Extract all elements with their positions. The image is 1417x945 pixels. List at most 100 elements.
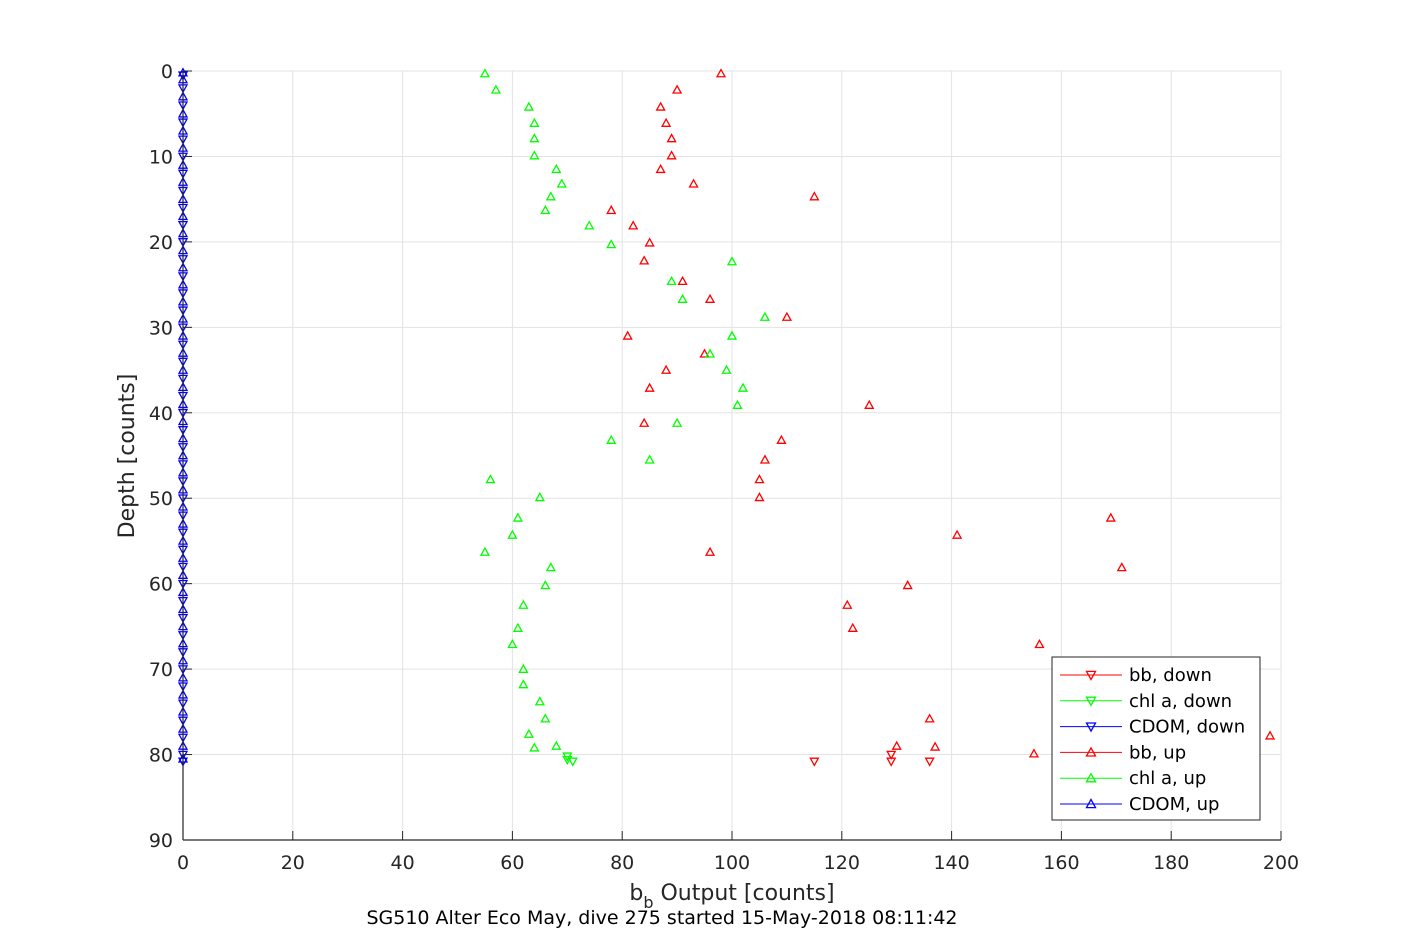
legend-marker	[1085, 670, 1097, 681]
legend-marker	[1085, 722, 1097, 733]
x-axis-label-subscript: b	[643, 893, 653, 912]
data-point	[556, 178, 567, 188]
y-tick-label: 0	[161, 61, 173, 83]
data-point	[606, 434, 617, 444]
data-point	[644, 382, 655, 392]
data-point	[924, 757, 935, 767]
data-point	[671, 417, 683, 427]
data-point	[891, 740, 902, 750]
data-point	[545, 562, 556, 572]
legend-marker	[1085, 798, 1097, 809]
data-point	[655, 101, 666, 111]
data-point	[704, 348, 716, 358]
data-point	[951, 529, 963, 539]
x-tick-label: 20	[281, 852, 305, 874]
data-point	[490, 84, 502, 94]
x-tick-label: 60	[500, 852, 524, 874]
legend-item: CDOM, up	[1060, 794, 1219, 815]
data-point	[847, 622, 858, 632]
legend-item: bb, up	[1060, 742, 1186, 763]
data-point	[666, 150, 677, 160]
data-point	[677, 293, 688, 303]
data-point	[540, 713, 551, 723]
data-point	[1116, 562, 1127, 572]
data-point	[677, 275, 688, 286]
legend-label: CDOM, down	[1129, 717, 1245, 738]
tick-labels: 0 20 40 60 80 100 120 140 160 180 200 0 10 20 30 40 50 60…	[149, 61, 1299, 874]
data-point	[540, 580, 551, 590]
y-tick-label: 60	[149, 574, 173, 596]
series-bb-up	[606, 68, 1276, 758]
data-point	[606, 204, 617, 215]
data-point	[507, 638, 518, 649]
data-point	[1264, 730, 1276, 740]
data-point	[930, 741, 941, 751]
legend-label: bb, up	[1129, 742, 1186, 763]
data-point	[479, 68, 491, 78]
y-axis-label: Depth [counts]	[115, 374, 140, 539]
x-tick-label: 100	[714, 852, 750, 874]
data-point	[606, 239, 617, 249]
data-point	[737, 382, 749, 392]
data-point	[644, 237, 655, 247]
data-point	[924, 713, 935, 723]
legend-item: bb, down	[1060, 665, 1212, 686]
data-point	[715, 68, 727, 78]
x-tick-label: 200	[1263, 852, 1299, 874]
data-point	[584, 220, 595, 230]
data-point	[551, 163, 562, 174]
x-tick-label: 80	[610, 852, 634, 874]
data-point	[704, 293, 716, 303]
y-tick-label: 50	[149, 488, 173, 510]
data-point	[518, 679, 529, 689]
legend: bb, down chl a, down CDOM, down bb, up chl a…	[1051, 656, 1261, 821]
x-tick-label: 40	[391, 852, 415, 874]
data-point	[529, 150, 540, 160]
data-point	[726, 256, 738, 266]
data-point	[485, 474, 496, 484]
data-point	[512, 622, 523, 632]
legend-label: chl a, up	[1129, 768, 1206, 789]
data-point	[886, 757, 897, 767]
series-chl-a-down	[562, 752, 578, 767]
y-tick-label: 20	[149, 232, 173, 254]
data-point	[732, 399, 743, 409]
legend-item: chl a, down	[1060, 691, 1232, 712]
x-tick-label: 140	[933, 852, 969, 874]
data-point	[699, 348, 710, 358]
axes	[182, 70, 1282, 841]
x-axis-label-main: b	[629, 881, 643, 906]
data-point	[759, 454, 771, 464]
chart-caption: SG510 Alter Eco May, dive 275 started 15…	[366, 907, 957, 929]
legend-label: CDOM, up	[1129, 794, 1219, 815]
series-chl-a-up	[479, 68, 771, 752]
data-point	[671, 84, 683, 94]
data-point	[754, 492, 765, 502]
data-point	[529, 133, 540, 143]
x-tick-label: 0	[177, 852, 189, 874]
y-tick-label: 80	[149, 745, 173, 767]
data-point	[534, 492, 545, 502]
data-point	[666, 275, 677, 286]
y-tick-label: 70	[149, 659, 173, 681]
data-point	[512, 512, 523, 522]
x-axis-label: bb Output [counts]	[629, 881, 834, 912]
data-point	[518, 663, 529, 673]
legend-box	[1051, 656, 1261, 821]
data-point	[864, 399, 875, 409]
data-point	[704, 546, 716, 556]
data-point	[1028, 748, 1040, 758]
data-point	[809, 191, 820, 201]
data-point	[507, 529, 518, 539]
data-point	[759, 311, 771, 321]
data-point	[754, 474, 765, 484]
data-point	[551, 740, 562, 750]
data-point	[781, 311, 793, 321]
legend-label: bb, down	[1129, 665, 1212, 686]
data-point	[639, 255, 650, 265]
x-tick-label: 160	[1043, 852, 1079, 874]
legend-marker	[1085, 772, 1097, 783]
y-tick-label: 30	[149, 317, 173, 339]
data-point	[545, 191, 556, 201]
